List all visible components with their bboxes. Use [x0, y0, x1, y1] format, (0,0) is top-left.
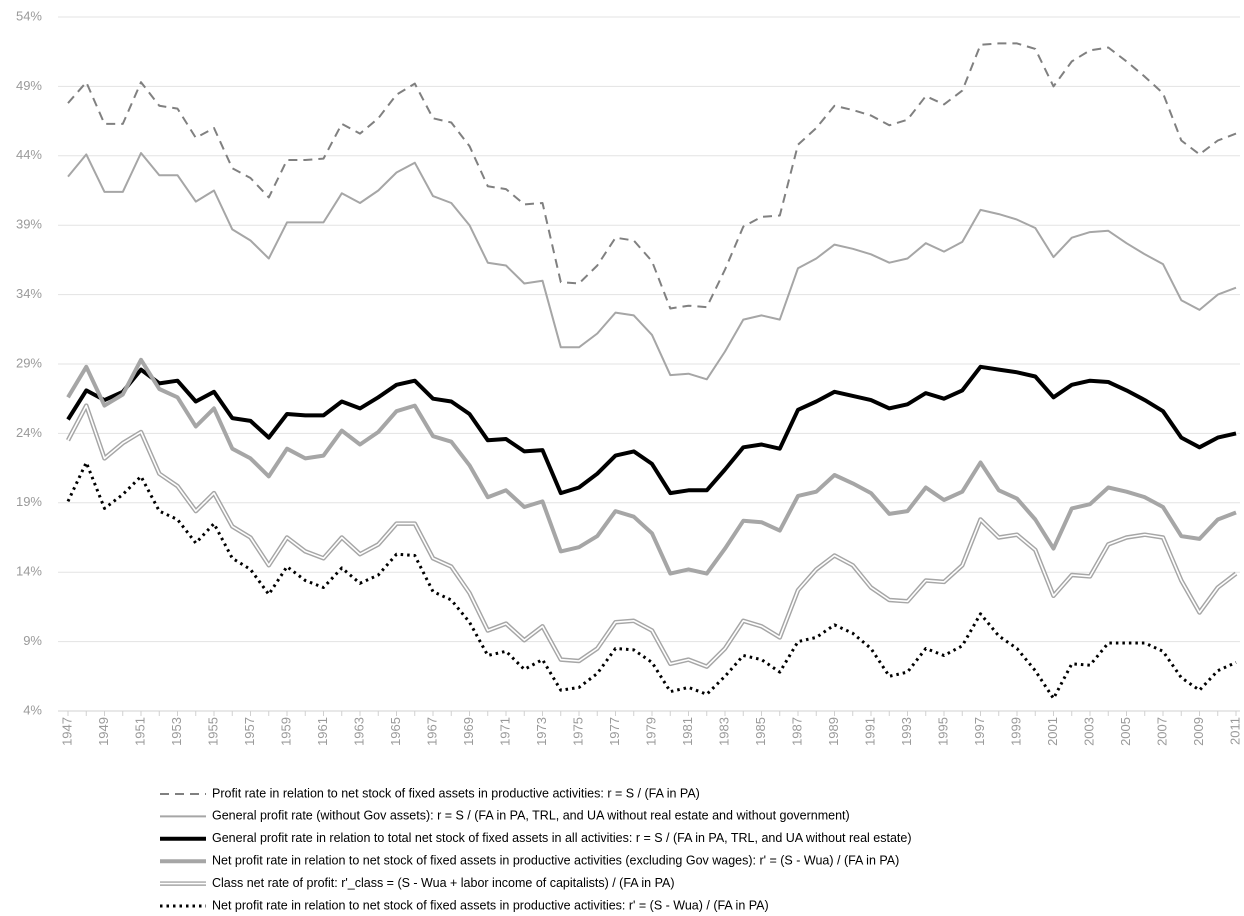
series-line — [66, 357, 1237, 576]
x-tick-label: 1971 — [497, 717, 512, 746]
x-tick-label: 1965 — [388, 717, 403, 746]
x-tick-label: 1953 — [169, 717, 184, 746]
x-tick-label: 1995 — [935, 717, 950, 746]
y-tick-label: 4% — [23, 702, 42, 717]
y-tick-label: 49% — [16, 78, 42, 93]
y-tick-label: 24% — [16, 425, 42, 440]
legend-label: General profit rate (without Gov assets)… — [212, 809, 850, 823]
series-line — [67, 42, 1237, 310]
x-tick-label: 1991 — [862, 717, 877, 746]
series-line — [67, 152, 1237, 381]
y-tick-label: 34% — [16, 286, 42, 301]
x-tick-label: 2011 — [1227, 717, 1242, 745]
y-tick-label: 14% — [16, 564, 42, 579]
y-tick-label: 39% — [16, 217, 42, 232]
x-tick-label: 2009 — [1191, 717, 1206, 746]
x-tick-label: 1961 — [315, 717, 330, 746]
x-tick-label: 1977 — [607, 717, 622, 746]
x-tick-label: 1947 — [59, 717, 74, 746]
x-tick-label: 1975 — [570, 717, 585, 746]
x-tick-label: 2003 — [1081, 717, 1096, 746]
x-tick-label: 1967 — [424, 717, 439, 746]
x-tick-label: 1987 — [789, 717, 804, 746]
legend-label: General profit rate in relation to total… — [212, 831, 912, 845]
y-tick-label: 44% — [16, 147, 42, 162]
legend-label: Net profit rate in relation to net stock… — [212, 898, 769, 912]
x-tick-label: 1983 — [716, 717, 731, 746]
x-tick-label: 2007 — [1154, 717, 1169, 746]
x-tick-label: 1985 — [753, 717, 768, 746]
x-tick-label: 1979 — [643, 717, 658, 746]
x-tick-label: 1951 — [132, 717, 147, 746]
x-tick-label: 1993 — [899, 717, 914, 746]
x-tick-label: 2001 — [1045, 717, 1060, 746]
legend-label: Class net rate of profit: r'_class = (S … — [212, 876, 675, 890]
x-tick-label: 1957 — [242, 717, 257, 746]
y-tick-label: 29% — [16, 355, 42, 370]
series-line-inner — [67, 404, 1237, 668]
y-tick-label: 19% — [16, 494, 42, 509]
x-tick-label: 1989 — [826, 717, 841, 746]
x-tick-label: 1949 — [96, 717, 111, 746]
x-tick-label: 1973 — [534, 717, 549, 746]
legend-label: Profit rate in relation to net stock of … — [212, 786, 700, 800]
x-tick-label: 2005 — [1118, 717, 1133, 746]
y-tick-label: 54% — [16, 8, 42, 23]
x-tick-label: 1997 — [972, 717, 987, 746]
series-line — [66, 364, 1237, 496]
x-tick-label: 1981 — [680, 717, 695, 746]
x-tick-label: 1959 — [278, 717, 293, 746]
x-tick-label: 1999 — [1008, 717, 1023, 746]
y-tick-label: 9% — [23, 633, 42, 648]
x-tick-label: 1955 — [205, 717, 220, 746]
legend-label: Net profit rate in relation to net stock… — [212, 853, 899, 867]
x-tick-label: 1969 — [461, 717, 476, 746]
series-line — [66, 461, 1237, 700]
x-tick-label: 1963 — [351, 717, 366, 746]
